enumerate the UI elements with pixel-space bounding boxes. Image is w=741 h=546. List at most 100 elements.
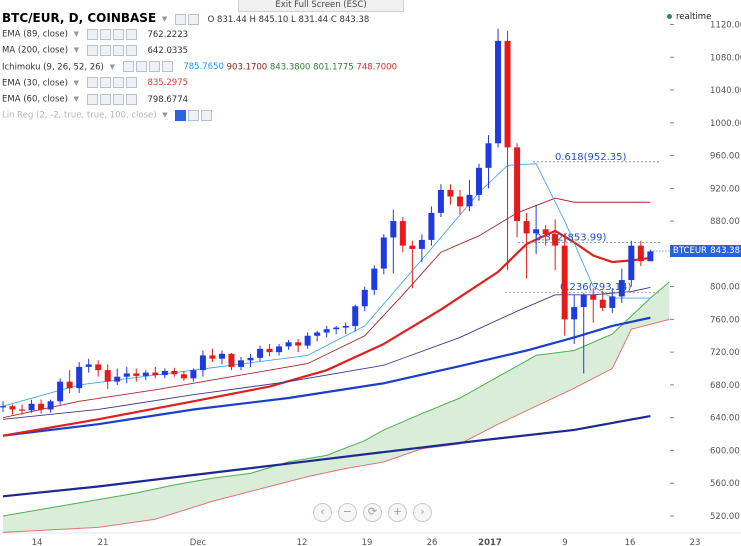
ichimoku-kijun-value: 903.1700 — [226, 62, 268, 73]
y-tick-label: 1120.00 — [710, 21, 741, 31]
symbol-title: BTC/EUR, D, COINBASE — [2, 11, 157, 25]
legend-linreg[interactable]: Lin Reg (2, -2, true, true, 100, close) … — [2, 107, 397, 123]
ohlc-readout: O 831.44 H 845.10 L 831.44 C 843.38 — [207, 15, 370, 25]
eye-icon[interactable] — [86, 93, 98, 105]
candle-down — [542, 229, 549, 235]
gear-icon[interactable] — [99, 93, 111, 105]
close-icon[interactable] — [125, 28, 137, 40]
eye-icon[interactable] — [86, 28, 98, 40]
close-icon[interactable] — [161, 61, 173, 73]
eye-icon[interactable] — [86, 44, 98, 56]
candle-up — [618, 280, 625, 297]
line-ema-89-close — [2, 316, 651, 437]
plus-icon[interactable] — [112, 77, 124, 89]
x-tick-label: Dec — [190, 538, 207, 546]
zoom-out-button[interactable]: − — [338, 503, 357, 522]
plus-icon[interactable] — [112, 28, 124, 40]
gear-icon[interactable] — [99, 77, 111, 89]
plus-icon[interactable] — [112, 44, 124, 56]
candle-up — [533, 229, 540, 234]
indicator-label: MA (200, close) — [2, 45, 69, 56]
realtime-indicator: realtime — [667, 12, 711, 22]
candle-down — [95, 364, 102, 371]
candle-up — [352, 306, 359, 326]
candle-down — [38, 403, 45, 410]
gear-icon[interactable] — [188, 109, 200, 121]
x-tick-label: 21 — [98, 538, 109, 546]
x-tick-label: 26 — [427, 538, 438, 546]
candle-down — [295, 342, 302, 346]
reset-button[interactable]: ⟳ — [363, 503, 382, 522]
eye-icon[interactable] — [122, 61, 134, 73]
gear-icon[interactable] — [135, 61, 147, 73]
indicator-label: EMA (30, close) — [2, 78, 68, 89]
candle-down — [19, 409, 26, 411]
candle-up — [390, 221, 397, 238]
gear-icon[interactable] — [99, 28, 111, 40]
candle-up — [466, 194, 473, 207]
plus-icon[interactable] — [148, 61, 160, 73]
scroll-right-button[interactable]: › — [413, 503, 432, 522]
chevron-down-icon[interactable]: ▼ — [73, 94, 80, 103]
candle-down — [456, 196, 463, 207]
chevron-down-icon[interactable]: ▼ — [73, 46, 80, 55]
gear-icon[interactable] — [187, 14, 199, 25]
legend-ema89[interactable]: EMA (89, close) ▼ 762.2223 — [2, 26, 397, 42]
candle-up — [161, 370, 168, 376]
exit-fullscreen-button[interactable]: Exit Full Screen (ESC) — [238, 0, 404, 12]
y-tick-label: 560.00 — [710, 479, 740, 489]
indicator-label: EMA (89, close) — [2, 29, 68, 40]
candle-down — [590, 294, 597, 300]
scroll-left-button[interactable]: ‹ — [313, 503, 332, 522]
candle-down — [399, 221, 406, 246]
eye-icon[interactable] — [86, 77, 98, 89]
fib-level-label: 0.236(793.14) — [560, 282, 632, 293]
candle-up — [323, 329, 330, 333]
chevron-down-icon[interactable]: ▼ — [73, 78, 80, 87]
y-tick-label: 920.00 — [710, 184, 740, 194]
legend-ma200[interactable]: MA (200, close) ▼ 642.0335 — [2, 42, 397, 58]
y-tick-label: 1000.00 — [710, 119, 741, 129]
close-icon[interactable] — [201, 109, 213, 121]
close-icon[interactable] — [125, 77, 137, 89]
zoom-in-button[interactable]: + — [388, 503, 407, 522]
close-icon[interactable] — [125, 44, 137, 56]
y-tick-label: 720.00 — [710, 348, 740, 358]
gear-icon[interactable] — [99, 44, 111, 56]
chevron-down-icon[interactable]: ▼ — [161, 15, 168, 24]
eye-icon[interactable] — [175, 109, 187, 121]
legend-ichimoku[interactable]: Ichimoku (9, 26, 52, 26) ▼ 785.7650 903.… — [2, 59, 397, 75]
candle-up — [609, 296, 616, 308]
x-tick-label: 12 — [297, 538, 308, 546]
candle-up — [114, 376, 121, 382]
candle-down — [228, 353, 235, 367]
eye-icon[interactable] — [174, 14, 186, 25]
candle-up — [342, 325, 349, 328]
price-tag-value: 843.38 — [710, 246, 740, 256]
y-tick-label: 680.00 — [710, 381, 740, 391]
candle-up — [418, 239, 425, 249]
plus-icon[interactable] — [112, 93, 124, 105]
legend-ema30[interactable]: EMA (30, close) ▼ 835.2975 — [2, 75, 397, 91]
indicator-label: Lin Reg (2, -2, true, true, 100, close) — [2, 110, 157, 121]
candle-up — [142, 372, 149, 376]
chevron-down-icon[interactable]: ▼ — [73, 30, 80, 39]
candle-up — [276, 346, 283, 353]
candle-down — [180, 374, 187, 379]
line-ema-60-close — [2, 286, 651, 420]
candle-up — [485, 143, 492, 168]
candle-up — [571, 307, 578, 320]
candle-down — [171, 370, 178, 375]
ichimoku-senkou-a-value: 801.1775 — [313, 62, 354, 73]
ichimoku-cloud — [3, 281, 670, 533]
chevron-down-icon[interactable]: ▼ — [109, 62, 115, 71]
candle-up — [647, 251, 654, 262]
x-tick-label: 16 — [625, 538, 636, 546]
candle-down — [637, 245, 644, 262]
chevron-down-icon[interactable]: ▼ — [162, 111, 168, 120]
close-icon[interactable] — [125, 93, 137, 105]
candle-down — [266, 348, 273, 353]
ichimoku-tenkan-value: 785.7650 — [183, 62, 224, 73]
legend-ema60[interactable]: EMA (60, close) ▼ 798.6774 — [2, 91, 397, 107]
